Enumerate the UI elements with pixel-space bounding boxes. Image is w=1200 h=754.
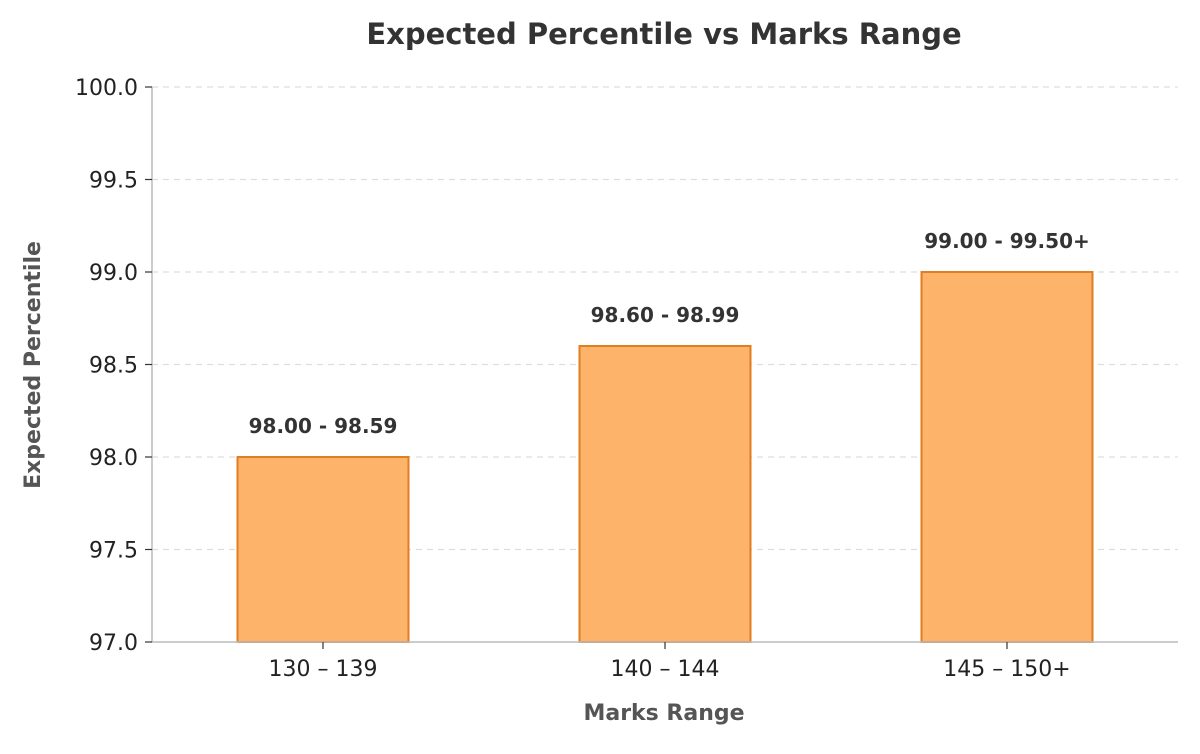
y-axis-ticks: 97.0 97.5 98.0 98.5 99.0 99.5 100.0	[75, 76, 152, 656]
bar	[920, 271, 1094, 643]
x-axis-label: Marks Range	[583, 701, 744, 726]
data-label: 98.60 - 98.99	[591, 303, 740, 327]
bars	[236, 271, 1094, 643]
y-tick-label: 97.5	[89, 539, 138, 564]
x-tick-label: 130 – 139	[269, 657, 378, 682]
x-axis-ticks: 130 – 139 140 – 144 145 – 150+	[269, 642, 1071, 682]
data-label: 98.00 - 98.59	[249, 414, 398, 438]
data-label: 99.00 - 99.50+	[924, 229, 1090, 253]
x-tick-label: 145 – 150+	[943, 657, 1070, 682]
y-axis-label: Expected Percentile	[21, 241, 46, 489]
y-tick-label: 98.0	[89, 446, 138, 471]
y-tick-label: 100.0	[75, 76, 138, 101]
y-tick-label: 97.0	[89, 631, 138, 656]
data-labels: 98.00 - 98.59 98.60 - 98.99 99.00 - 99.50+	[249, 229, 1090, 438]
chart-title: Expected Percentile vs Marks Range	[366, 17, 961, 51]
bar	[578, 345, 752, 643]
y-tick-label: 99.5	[89, 169, 138, 194]
x-tick-label: 140 – 144	[611, 657, 720, 682]
bar	[236, 456, 410, 643]
y-tick-label: 98.5	[89, 354, 138, 379]
y-tick-label: 99.0	[89, 261, 138, 286]
